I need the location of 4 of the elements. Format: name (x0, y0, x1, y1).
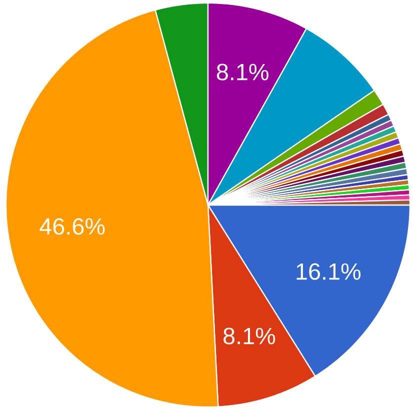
data-label: 8.1% (216, 64, 268, 80)
data-label: 8.1% (224, 328, 276, 344)
data-label: 16.1% (296, 263, 361, 280)
data-label: 46.6% (40, 218, 105, 235)
